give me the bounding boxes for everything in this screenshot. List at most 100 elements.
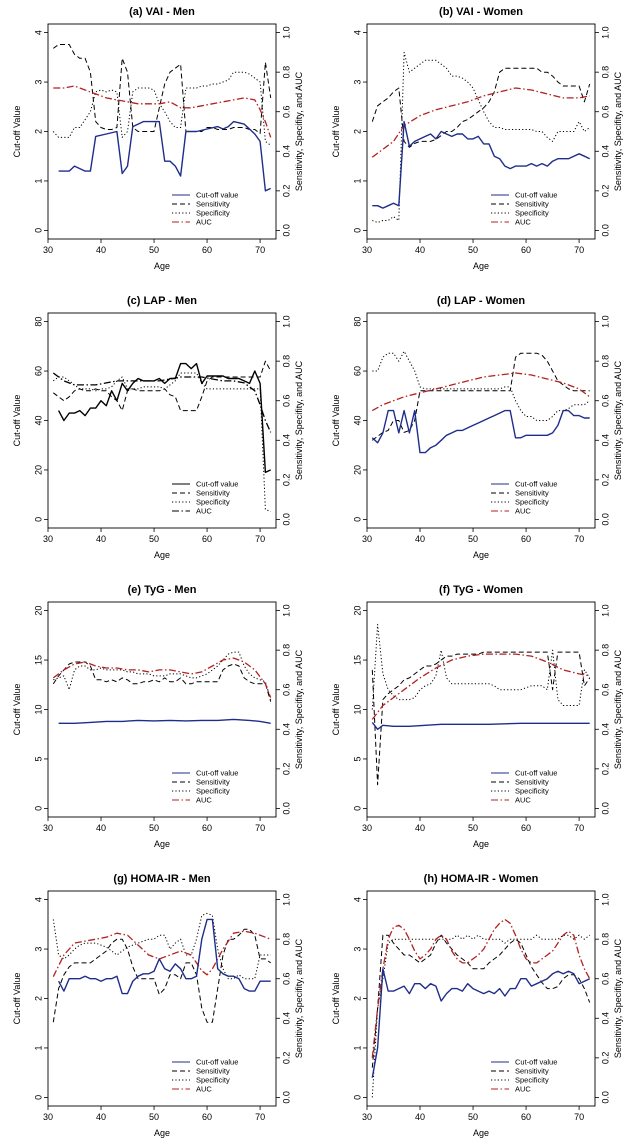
y2-tick-label: 0.2	[600, 474, 610, 487]
x-tick-label: 30	[362, 823, 372, 833]
x-tick-label: 30	[43, 1112, 53, 1122]
legend-label: Sensitivity	[515, 1067, 549, 1076]
legend-label: Cut-off value	[196, 1058, 238, 1067]
panel-title: (e) TyG - Men	[128, 584, 197, 596]
x-tick-label: 40	[415, 1112, 425, 1122]
series-line-sensitivity	[371, 352, 590, 441]
y-tick-label: 3	[33, 947, 43, 952]
y-tick-label: 15	[352, 655, 362, 665]
y-tick-label: 0	[33, 517, 43, 522]
y-tick-label: 20	[352, 606, 362, 616]
y2-axis-label: Sensitivity, Specifity, and AUC	[613, 938, 623, 1058]
y-tick-label: 80	[33, 317, 43, 327]
y-tick-label: 1	[33, 178, 43, 183]
panel-title: (a) VAI - Men	[129, 6, 195, 18]
x-tick-label: 50	[468, 245, 478, 255]
y2-tick-label: 0.4	[600, 1012, 610, 1025]
y-tick-label: 0	[352, 806, 362, 811]
series-line-cut-off-value	[371, 968, 590, 1078]
y-tick-label: 3	[352, 947, 362, 952]
legend-label: Specificity	[196, 209, 230, 218]
series-line-cut-off-value	[58, 120, 271, 192]
legend-label: AUC	[515, 796, 531, 805]
x-tick-label: 30	[362, 1112, 372, 1122]
series-line-sensitivity	[53, 44, 272, 134]
y2-tick-label: 0.2	[600, 185, 610, 198]
legend-label: Specificity	[196, 787, 230, 796]
series-line-cut-off-value	[372, 120, 590, 209]
x-tick-label: 60	[521, 1112, 531, 1122]
y2-tick-label: 0.0	[281, 1091, 291, 1104]
y-tick-label: 4	[352, 30, 362, 35]
x-axis-label: Age	[154, 550, 170, 560]
series-line-auc	[371, 653, 590, 720]
y2-tick-label: 1.0	[600, 26, 610, 39]
series-line-cut-off-value	[57, 918, 271, 995]
x-tick-label: 40	[96, 245, 106, 255]
y-tick-label: 0	[33, 228, 43, 233]
y-tick-label: 1	[352, 1045, 362, 1050]
panel-title: (g) HOMA-IR - Men	[113, 873, 210, 885]
y2-tick-label: 0.4	[281, 434, 291, 447]
y2-axis-label: Sensitivity, Specifity, and AUC	[613, 649, 623, 769]
x-tick-label: 40	[415, 534, 425, 544]
x-tick-label: 70	[574, 823, 584, 833]
y2-axis-label: Sensitivity, Specifity, and AUC	[294, 938, 304, 1058]
x-axis-label: Age	[473, 839, 489, 849]
y-tick-label: 0	[352, 1095, 362, 1100]
y-tick-label: 2	[33, 996, 43, 1001]
y2-tick-label: 0.6	[281, 105, 291, 118]
series-line-specificity	[52, 71, 271, 146]
y2-tick-label: 0.4	[600, 723, 610, 736]
legend-label: Specificity	[196, 498, 230, 507]
series-line-auc	[371, 87, 590, 158]
x-tick-label: 50	[468, 1112, 478, 1122]
legend-label: Sensitivity	[196, 778, 230, 787]
y-tick-label: 40	[33, 415, 43, 425]
y-tick-label: 0	[352, 228, 362, 233]
y-tick-label: 4	[33, 30, 43, 35]
y-tick-label: 40	[352, 415, 362, 425]
series-line-auc	[52, 372, 272, 433]
y-tick-label: 60	[33, 366, 43, 376]
x-axis-label: Age	[154, 839, 170, 849]
x-tick-label: 70	[255, 245, 265, 255]
chart-panel-7: (g) HOMA-IR - Men 30 40 50 60 70 Age 0 1 2 3 4 Cut-o…	[12, 873, 304, 1138]
x-tick-label: 50	[149, 823, 159, 833]
y-tick-label: 5	[352, 756, 362, 761]
legend-label: Cut-off value	[515, 191, 557, 200]
series-line-sensitivity	[371, 934, 591, 1068]
series-line-specificity	[372, 350, 591, 421]
y2-tick-label: 0.6	[281, 394, 291, 407]
series-line-specificity	[371, 934, 591, 1098]
plot-frame	[47, 23, 277, 240]
legend-label: AUC	[196, 1085, 212, 1094]
legend-label: Cut-off value	[515, 480, 557, 489]
chart-panel-8: (h) HOMA-IR - Women 30 40 50 60 70 Age 0 1 2 3 4 Cut…	[331, 873, 623, 1138]
legend-label: AUC	[196, 218, 212, 227]
y2-tick-label: 0.0	[281, 513, 291, 526]
y-tick-label: 5	[33, 756, 43, 761]
y2-tick-label: 1.0	[281, 604, 291, 617]
y2-tick-label: 0.8	[281, 644, 291, 657]
y2-tick-label: 0.4	[600, 145, 610, 158]
y-axis-label: Cut-off Value	[331, 106, 341, 158]
y2-tick-label: 0.6	[281, 972, 291, 985]
panel-title: (b) VAI - Women	[439, 6, 523, 18]
x-tick-label: 40	[96, 534, 106, 544]
x-tick-label: 70	[255, 1112, 265, 1122]
chart-panel-6: (f) TyG - Women 30 40 50 60 70 Age 0 5 10 15 20 Cut-…	[331, 584, 623, 849]
y-tick-label: 2	[352, 996, 362, 1001]
chart-panel-3: (c) LAP - Men 30 40 50 60 70 Age 0 20 40 60 80 Cut-o…	[12, 295, 304, 560]
series-line-cut-off-value	[371, 721, 590, 730]
y2-tick-label: 1.0	[281, 315, 291, 328]
series-line-auc	[52, 930, 271, 977]
series-line-cut-off-value	[57, 362, 271, 474]
y-tick-label: 2	[33, 129, 43, 134]
y-axis-label: Cut-off Value	[331, 973, 341, 1025]
x-axis-label: Age	[473, 550, 489, 560]
y-axis-label: Cut-off Value	[12, 684, 22, 736]
